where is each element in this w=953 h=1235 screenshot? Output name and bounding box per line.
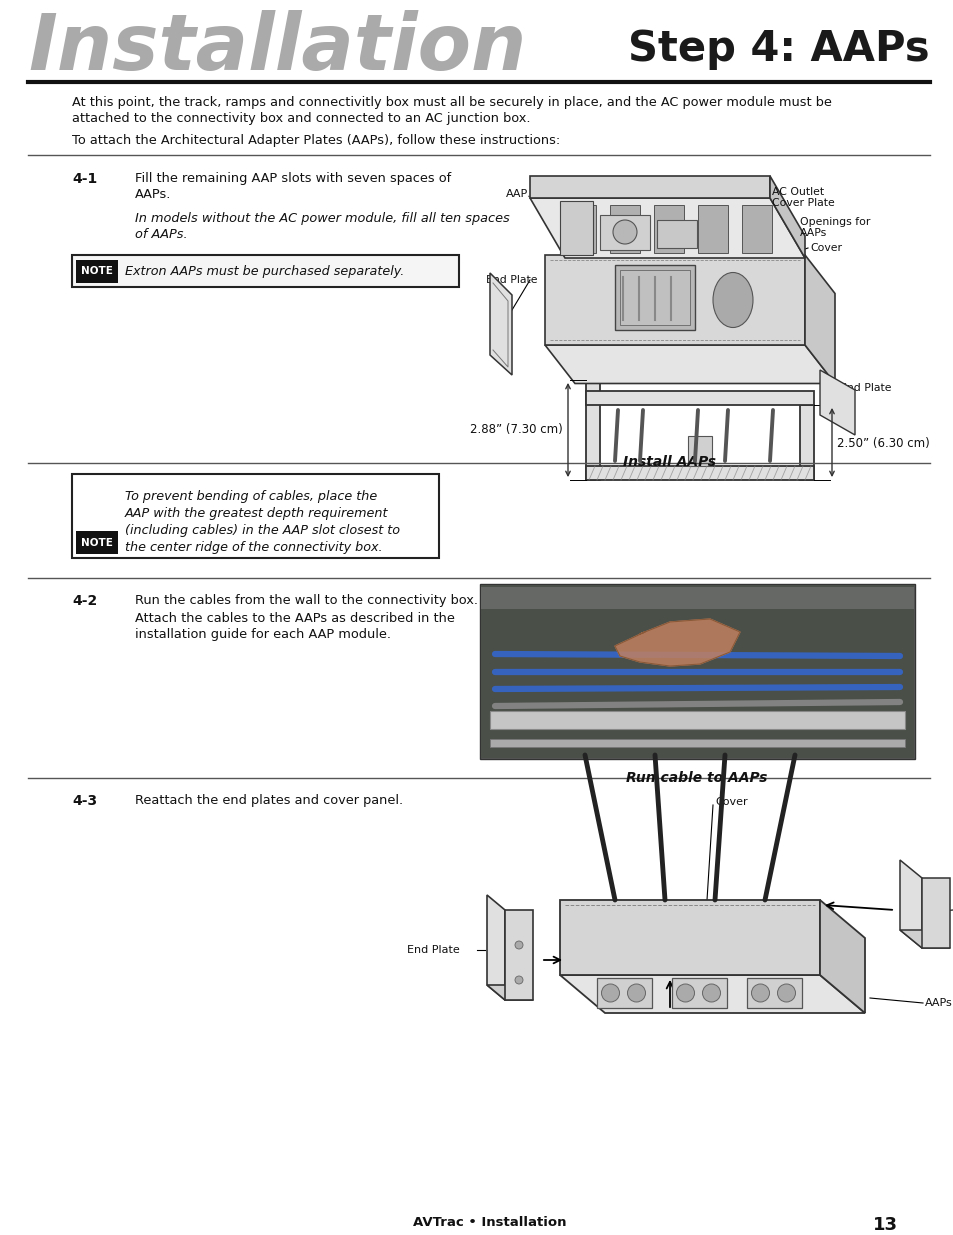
Polygon shape	[654, 205, 684, 253]
Polygon shape	[559, 201, 593, 254]
Text: Fill the remaining AAP slots with seven spaces of: Fill the remaining AAP slots with seven …	[135, 172, 451, 185]
Text: installation guide for each AAP module.: installation guide for each AAP module.	[135, 629, 391, 641]
Text: NOTE: NOTE	[81, 537, 112, 547]
Polygon shape	[530, 177, 769, 198]
Text: End Plate: End Plate	[407, 945, 459, 955]
Polygon shape	[544, 345, 834, 384]
Text: AAP: AAP	[505, 189, 527, 199]
Text: At this point, the track, ramps and connectivitly box must all be securely in pl: At this point, the track, ramps and conn…	[71, 96, 831, 109]
Polygon shape	[698, 205, 728, 253]
Text: Cover: Cover	[714, 797, 747, 806]
Text: Cover: Cover	[809, 243, 841, 253]
Polygon shape	[615, 619, 740, 666]
Bar	[479, 584, 914, 760]
Circle shape	[676, 984, 694, 1002]
Text: In models without the AC power module, fill all ten spaces: In models without the AC power module, f…	[135, 212, 509, 225]
Text: 2.88” (7.30 cm): 2.88” (7.30 cm)	[470, 424, 562, 436]
Polygon shape	[687, 436, 711, 466]
Text: End Plate: End Plate	[840, 383, 890, 393]
Text: AAP with the greatest depth requirement: AAP with the greatest depth requirement	[125, 508, 388, 520]
Polygon shape	[769, 177, 804, 258]
Text: AAPs: AAPs	[800, 228, 826, 238]
Circle shape	[751, 984, 769, 1002]
Polygon shape	[585, 391, 813, 405]
Bar	[599, 215, 649, 249]
Circle shape	[777, 984, 795, 1002]
Polygon shape	[585, 466, 813, 480]
Text: 4-3: 4-3	[71, 794, 97, 808]
Text: Run the cables from the wall to the connectivity box.: Run the cables from the wall to the conn…	[135, 594, 477, 606]
Text: Cover Plate: Cover Plate	[771, 198, 834, 207]
Circle shape	[613, 220, 637, 245]
Text: Step 4: AAPs: Step 4: AAPs	[628, 28, 929, 70]
Text: Attach the cables to the AAPs as described in the: Attach the cables to the AAPs as describ…	[135, 613, 455, 625]
Text: Install AAPs: Install AAPs	[623, 454, 716, 469]
Text: Extron AAPs must be purchased separately.: Extron AAPs must be purchased separately…	[125, 266, 404, 278]
Ellipse shape	[712, 273, 752, 327]
Text: AAPs.: AAPs.	[135, 188, 172, 201]
Text: (including cables) in the AAP slot closest to: (including cables) in the AAP slot close…	[125, 524, 399, 537]
Circle shape	[601, 984, 618, 1002]
Circle shape	[515, 976, 522, 984]
Text: Run cable to AAPs: Run cable to AAPs	[626, 771, 767, 785]
Text: 13: 13	[872, 1216, 897, 1234]
Text: attached to the connectivity box and connected to an AC junction box.: attached to the connectivity box and con…	[71, 112, 530, 125]
Polygon shape	[504, 910, 533, 1000]
Polygon shape	[800, 405, 813, 480]
Text: Installation: Installation	[28, 10, 526, 86]
Bar	[480, 585, 913, 758]
Polygon shape	[820, 370, 854, 435]
Bar	[71, 254, 458, 287]
Polygon shape	[566, 205, 596, 253]
Polygon shape	[747, 978, 801, 1008]
Polygon shape	[610, 205, 639, 253]
Bar	[490, 711, 904, 729]
Polygon shape	[544, 254, 804, 345]
Polygon shape	[921, 878, 949, 948]
Circle shape	[515, 941, 522, 948]
Text: 4-1: 4-1	[71, 172, 97, 186]
Polygon shape	[899, 860, 921, 948]
Polygon shape	[820, 900, 864, 1013]
Bar	[480, 587, 913, 609]
Polygon shape	[899, 930, 949, 948]
Text: 4-2: 4-2	[71, 594, 97, 608]
Bar	[490, 739, 904, 747]
Polygon shape	[597, 978, 652, 1008]
Polygon shape	[530, 198, 804, 258]
Text: Openings for: Openings for	[800, 217, 869, 227]
Circle shape	[627, 984, 645, 1002]
Text: NOTE: NOTE	[81, 267, 112, 277]
Text: the center ridge of the connectivity box.: the center ridge of the connectivity box…	[125, 541, 382, 555]
Polygon shape	[490, 273, 512, 375]
Circle shape	[701, 984, 720, 1002]
Text: 2.50” (6.30 cm): 2.50” (6.30 cm)	[836, 436, 929, 450]
Text: of AAPs.: of AAPs.	[135, 228, 188, 241]
Text: AAPs: AAPs	[924, 998, 952, 1008]
Bar	[76, 261, 118, 283]
Polygon shape	[486, 986, 533, 1000]
Polygon shape	[804, 254, 834, 384]
Polygon shape	[585, 380, 599, 480]
Polygon shape	[672, 978, 727, 1008]
Bar	[76, 531, 118, 555]
Text: To prevent bending of cables, place the: To prevent bending of cables, place the	[125, 490, 376, 503]
Bar	[71, 474, 438, 558]
Text: Reattach the end plates and cover panel.: Reattach the end plates and cover panel.	[135, 794, 403, 806]
Bar	[615, 266, 695, 330]
Text: End Plate: End Plate	[485, 275, 537, 285]
Polygon shape	[741, 205, 772, 253]
Text: To attach the Architectural Adapter Plates (AAPs), follow these instructions:: To attach the Architectural Adapter Plat…	[71, 135, 559, 147]
Polygon shape	[559, 900, 820, 974]
Polygon shape	[559, 974, 864, 1013]
Text: AC Outlet: AC Outlet	[771, 186, 823, 198]
Bar	[619, 270, 689, 325]
Polygon shape	[486, 895, 504, 1000]
Bar	[657, 220, 697, 248]
Text: AVTrac • Installation: AVTrac • Installation	[413, 1216, 566, 1229]
